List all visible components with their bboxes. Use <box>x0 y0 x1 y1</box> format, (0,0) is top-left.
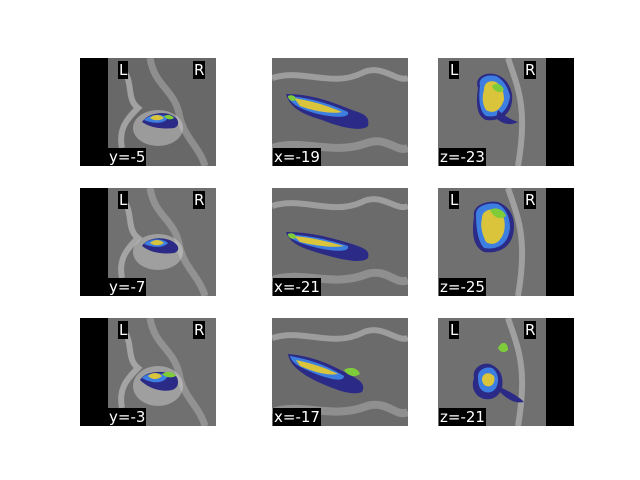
sagittal-slice-row2: x=-21 <box>272 188 408 296</box>
slice-coordinate-label: z=-25 <box>439 278 486 296</box>
slice-coordinate-label: y=-5 <box>108 148 147 166</box>
right-orientation-label: R <box>193 61 206 79</box>
sagittal-slice-image <box>272 58 408 166</box>
slice-coordinate-label: y=-7 <box>108 278 147 296</box>
left-orientation-label: L <box>118 321 129 339</box>
axial-slice-row1: L R z=-23 <box>438 58 574 166</box>
slice-coordinate-label: y=-3 <box>108 408 147 426</box>
left-orientation-label: L <box>449 321 460 339</box>
left-orientation-label: L <box>118 61 129 79</box>
right-orientation-label: R <box>193 191 206 209</box>
right-orientation-label: R <box>524 191 537 209</box>
slice-coordinate-label: z=-21 <box>439 408 486 426</box>
coronal-slice-row1: L R y=-5 <box>80 58 216 166</box>
left-orientation-label: L <box>449 191 460 209</box>
slice-coordinate-label: z=-23 <box>439 148 486 166</box>
right-orientation-label: R <box>524 321 537 339</box>
sagittal-slice-row1: x=-19 <box>272 58 408 166</box>
slice-coordinate-label: x=-19 <box>273 148 321 166</box>
slice-coordinate-label: x=-17 <box>273 408 321 426</box>
coronal-slice-row3: L R y=-3 <box>80 318 216 426</box>
axial-slice-row2: L R z=-25 <box>438 188 574 296</box>
coronal-slice-row2: L R y=-7 <box>80 188 216 296</box>
right-orientation-label: R <box>524 61 537 79</box>
axial-slice-row3: L R z=-21 <box>438 318 574 426</box>
sagittal-slice-row3: x=-17 <box>272 318 408 426</box>
left-orientation-label: L <box>118 191 129 209</box>
left-orientation-label: L <box>449 61 460 79</box>
slice-coordinate-label: x=-21 <box>273 278 321 296</box>
axial-slice-image <box>438 318 574 426</box>
right-orientation-label: R <box>193 321 206 339</box>
